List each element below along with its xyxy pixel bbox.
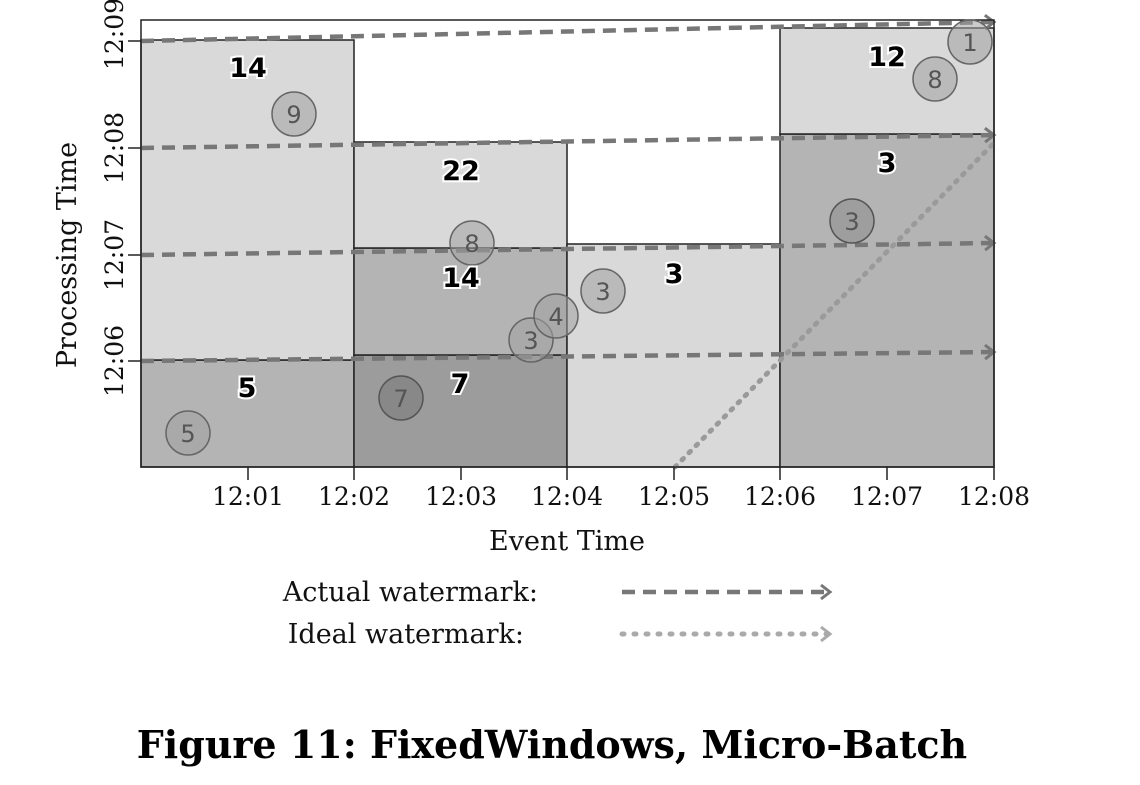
pane-value: 14 xyxy=(442,263,480,294)
actual-watermark-segment-2 xyxy=(140,234,997,258)
data-point: 8 xyxy=(912,56,958,102)
x-tick-label: 12:06 xyxy=(744,482,816,511)
data-point-value: 8 xyxy=(927,66,942,94)
data-point-value: 7 xyxy=(393,385,408,413)
data-point: 8 xyxy=(449,220,495,266)
y-tick-label: 12:06 xyxy=(100,325,129,397)
legend-actual-label: Actual watermark: xyxy=(282,577,538,608)
pane-values: 5 14 7 14 22 3 3 12 xyxy=(227,40,908,406)
legend: Actual watermark: Ideal watermark: xyxy=(282,577,833,650)
x-tick-label: 12:07 xyxy=(851,482,923,511)
x-tick-label: 12:05 xyxy=(638,482,710,511)
data-point: 3 xyxy=(580,268,626,314)
data-point: 5 xyxy=(165,410,211,456)
data-point: 7 xyxy=(378,375,424,421)
legend-ideal-label: Ideal watermark: xyxy=(288,619,524,650)
data-point: 4 xyxy=(533,293,579,339)
x-axis-label: Event Time xyxy=(489,526,645,557)
data-point: 3 xyxy=(829,198,875,244)
ideal-watermark-line xyxy=(672,140,997,470)
y-axis-label: Processing Time xyxy=(52,142,83,368)
data-point-value: 3 xyxy=(523,327,538,355)
x-tick-label: 12:03 xyxy=(425,482,497,511)
data-point: 1 xyxy=(947,19,993,65)
pane-2-rect xyxy=(140,39,355,361)
pane-value: 22 xyxy=(442,156,480,187)
data-point-value: 8 xyxy=(464,230,479,258)
x-tick-labels: 12:01 12:02 12:03 12:04 12:05 12:06 12:0… xyxy=(212,482,1030,511)
data-point: 9 xyxy=(271,91,317,137)
pane-value: 3 xyxy=(878,148,897,179)
data-point-value: 4 xyxy=(548,303,563,331)
data-point-value: 9 xyxy=(286,101,301,129)
y-tick-label: 12:07 xyxy=(100,219,129,291)
pane-value: 12 xyxy=(868,42,906,73)
actual-watermark-segment-3 xyxy=(140,126,997,151)
y-tick-marks xyxy=(128,40,141,362)
pane-value: 5 xyxy=(238,373,257,404)
actual-watermark-lines xyxy=(140,13,997,364)
pane-value: 14 xyxy=(229,53,267,84)
pane-value: 3 xyxy=(665,259,684,290)
pane-7-rect xyxy=(779,133,995,468)
data-point-value: 5 xyxy=(180,420,195,448)
x-tick-label: 12:01 xyxy=(212,482,284,511)
x-tick-label: 12:08 xyxy=(958,482,1030,511)
data-point-value: 3 xyxy=(844,208,859,236)
y-tick-label: 12:09 xyxy=(100,0,129,70)
figure-caption: Figure 11: FixedWindows, Micro-Batch xyxy=(137,722,967,767)
actual-watermark-segment-1 xyxy=(140,343,997,364)
data-point-value: 1 xyxy=(962,29,977,57)
x-tick-label: 12:04 xyxy=(531,482,603,511)
data-points: 5 9 7 8 3 4 3 3 xyxy=(165,19,993,456)
y-tick-label: 12:08 xyxy=(100,112,129,184)
x-tick-label: 12:02 xyxy=(318,482,390,511)
x-tick-marks xyxy=(247,467,995,480)
actual-watermark-segment-4 xyxy=(140,13,997,44)
y-tick-labels: 12:06 12:07 12:08 12:09 xyxy=(100,0,129,397)
pane-value: 7 xyxy=(451,369,470,400)
data-point-value: 3 xyxy=(595,278,610,306)
